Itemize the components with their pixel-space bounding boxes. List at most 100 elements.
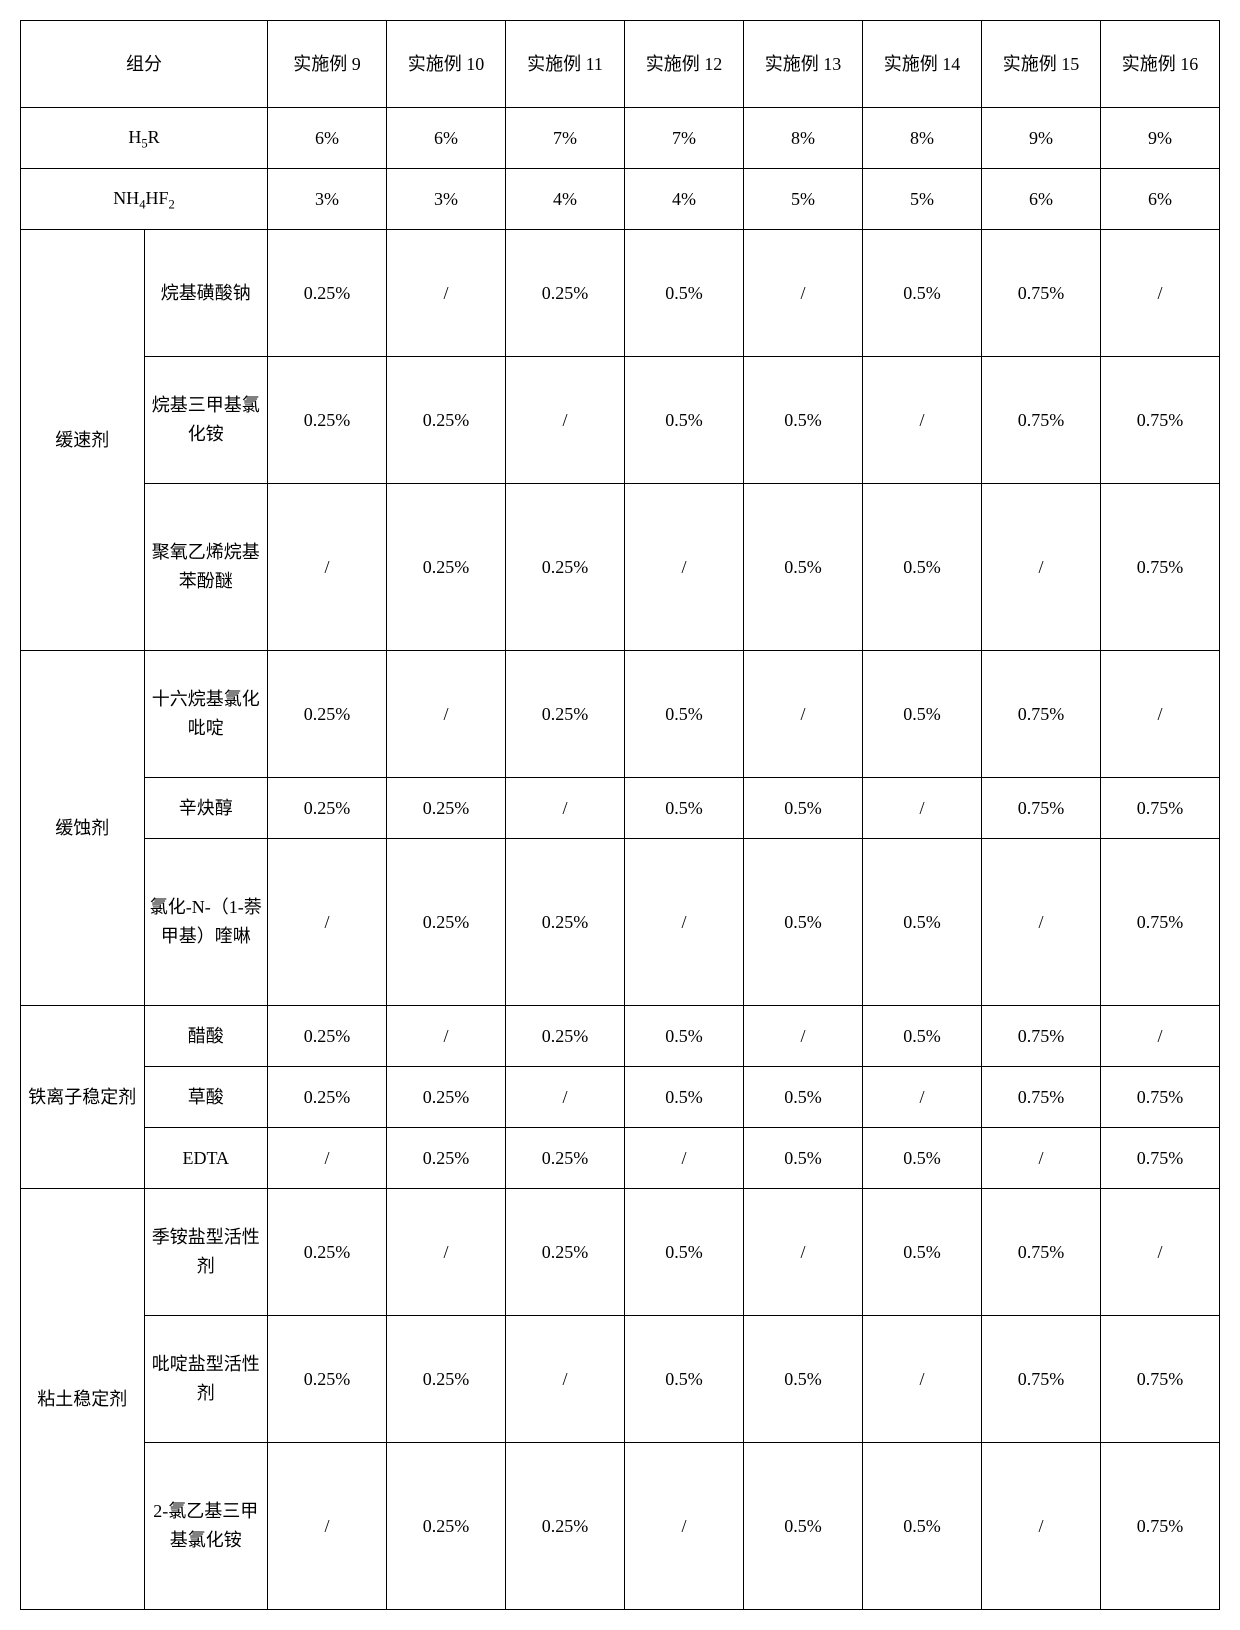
cell: 0.75% bbox=[1101, 1067, 1220, 1128]
cell: / bbox=[625, 839, 744, 1006]
cell: 0.75% bbox=[982, 778, 1101, 839]
cell: / bbox=[625, 484, 744, 651]
cell: / bbox=[268, 1443, 387, 1610]
cell: 0.25% bbox=[268, 357, 387, 484]
cell: / bbox=[863, 1316, 982, 1443]
cell: / bbox=[982, 839, 1101, 1006]
table-row: EDTA / 0.25% 0.25% / 0.5% 0.5% / 0.75% bbox=[21, 1128, 1220, 1189]
sub-label: 烷基磺酸钠 bbox=[144, 230, 268, 357]
group-label-iron-stabilizer: 铁离子稳定剂 bbox=[21, 1006, 145, 1189]
cell: 0.25% bbox=[506, 1006, 625, 1067]
composition-table: 组分 实施例 9 实施例 10 实施例 11 实施例 12 实施例 13 实施例… bbox=[20, 20, 1220, 1610]
cell: 0.25% bbox=[387, 484, 506, 651]
cell: / bbox=[506, 1316, 625, 1443]
cell: 0.25% bbox=[506, 651, 625, 778]
cell: 0.25% bbox=[506, 1443, 625, 1610]
header-c9: 实施例 9 bbox=[268, 21, 387, 108]
cell: / bbox=[744, 230, 863, 357]
cell: 6% bbox=[268, 108, 387, 169]
table-row: 粘土稳定剂 季铵盐型活性剂 0.25% / 0.25% 0.5% / 0.5% … bbox=[21, 1189, 1220, 1316]
cell: 4% bbox=[625, 169, 744, 230]
header-c12: 实施例 12 bbox=[625, 21, 744, 108]
cell: 0.25% bbox=[268, 651, 387, 778]
group-label-clay-stabilizer: 粘土稳定剂 bbox=[21, 1189, 145, 1610]
cell: / bbox=[625, 1443, 744, 1610]
row-label-nh4hf2: NH4HF2 bbox=[21, 169, 268, 230]
cell: 0.5% bbox=[744, 357, 863, 484]
cell: / bbox=[268, 839, 387, 1006]
header-c16: 实施例 16 bbox=[1101, 21, 1220, 108]
cell: 0.25% bbox=[506, 1189, 625, 1316]
cell: / bbox=[982, 1128, 1101, 1189]
cell: 0.25% bbox=[387, 357, 506, 484]
cell: / bbox=[387, 230, 506, 357]
header-c10: 实施例 10 bbox=[387, 21, 506, 108]
sub-label: 醋酸 bbox=[144, 1006, 268, 1067]
cell: 0.5% bbox=[863, 1443, 982, 1610]
cell: / bbox=[387, 1006, 506, 1067]
sub-label: 辛炔醇 bbox=[144, 778, 268, 839]
cell: 0.25% bbox=[268, 1189, 387, 1316]
cell: / bbox=[744, 651, 863, 778]
cell: / bbox=[863, 1067, 982, 1128]
sub-label: 吡啶盐型活性剂 bbox=[144, 1316, 268, 1443]
cell: 0.5% bbox=[863, 1006, 982, 1067]
cell: 0.5% bbox=[625, 1189, 744, 1316]
cell: 6% bbox=[982, 169, 1101, 230]
cell: 8% bbox=[744, 108, 863, 169]
cell: 0.5% bbox=[625, 230, 744, 357]
cell: 0.25% bbox=[506, 484, 625, 651]
cell: 0.5% bbox=[744, 1316, 863, 1443]
cell: 3% bbox=[387, 169, 506, 230]
sub-label: EDTA bbox=[144, 1128, 268, 1189]
table-row: 草酸 0.25% 0.25% / 0.5% 0.5% / 0.75% 0.75% bbox=[21, 1067, 1220, 1128]
cell: / bbox=[863, 778, 982, 839]
cell: 0.75% bbox=[1101, 484, 1220, 651]
cell: 0.25% bbox=[268, 1316, 387, 1443]
cell: 0.25% bbox=[387, 1316, 506, 1443]
cell: 0.25% bbox=[268, 1006, 387, 1067]
cell: 0.25% bbox=[506, 1128, 625, 1189]
sub-label: 草酸 bbox=[144, 1067, 268, 1128]
cell: 0.75% bbox=[982, 1316, 1101, 1443]
cell: / bbox=[506, 1067, 625, 1128]
cell: 6% bbox=[387, 108, 506, 169]
table-row: H5R 6% 6% 7% 7% 8% 8% 9% 9% bbox=[21, 108, 1220, 169]
table-row: 氯化-N-（1-萘甲基）喹啉 / 0.25% 0.25% / 0.5% 0.5%… bbox=[21, 839, 1220, 1006]
cell: 0.75% bbox=[1101, 839, 1220, 1006]
sub-label: 聚氧乙烯烷基苯酚醚 bbox=[144, 484, 268, 651]
table-row: 缓蚀剂 十六烷基氯化吡啶 0.25% / 0.25% 0.5% / 0.5% 0… bbox=[21, 651, 1220, 778]
cell: 0.5% bbox=[863, 230, 982, 357]
table-row: 烷基三甲基氯化铵 0.25% 0.25% / 0.5% 0.5% / 0.75%… bbox=[21, 357, 1220, 484]
cell: / bbox=[982, 484, 1101, 651]
cell: 8% bbox=[863, 108, 982, 169]
cell: 0.75% bbox=[1101, 1443, 1220, 1610]
cell: / bbox=[387, 1189, 506, 1316]
sub-label: 2-氯乙基三甲基氯化铵 bbox=[144, 1443, 268, 1610]
cell: / bbox=[1101, 651, 1220, 778]
table-row: 缓速剂 烷基磺酸钠 0.25% / 0.25% 0.5% / 0.5% 0.75… bbox=[21, 230, 1220, 357]
cell: / bbox=[863, 357, 982, 484]
cell: 0.75% bbox=[982, 1189, 1101, 1316]
cell: / bbox=[744, 1006, 863, 1067]
header-c11: 实施例 11 bbox=[506, 21, 625, 108]
cell: 6% bbox=[1101, 169, 1220, 230]
cell: / bbox=[1101, 230, 1220, 357]
cell: 0.5% bbox=[863, 1128, 982, 1189]
cell: 0.5% bbox=[744, 1128, 863, 1189]
cell: 0.25% bbox=[268, 778, 387, 839]
cell: 5% bbox=[744, 169, 863, 230]
cell: 0.25% bbox=[387, 1067, 506, 1128]
cell: 5% bbox=[863, 169, 982, 230]
cell: 0.25% bbox=[506, 230, 625, 357]
cell: 9% bbox=[982, 108, 1101, 169]
cell: / bbox=[506, 357, 625, 484]
table-header-row: 组分 实施例 9 实施例 10 实施例 11 实施例 12 实施例 13 实施例… bbox=[21, 21, 1220, 108]
cell: 0.25% bbox=[387, 778, 506, 839]
cell: / bbox=[625, 1128, 744, 1189]
cell: 0.5% bbox=[744, 1067, 863, 1128]
cell: 0.5% bbox=[744, 1443, 863, 1610]
cell: 0.5% bbox=[625, 357, 744, 484]
cell: / bbox=[387, 651, 506, 778]
cell: 4% bbox=[506, 169, 625, 230]
